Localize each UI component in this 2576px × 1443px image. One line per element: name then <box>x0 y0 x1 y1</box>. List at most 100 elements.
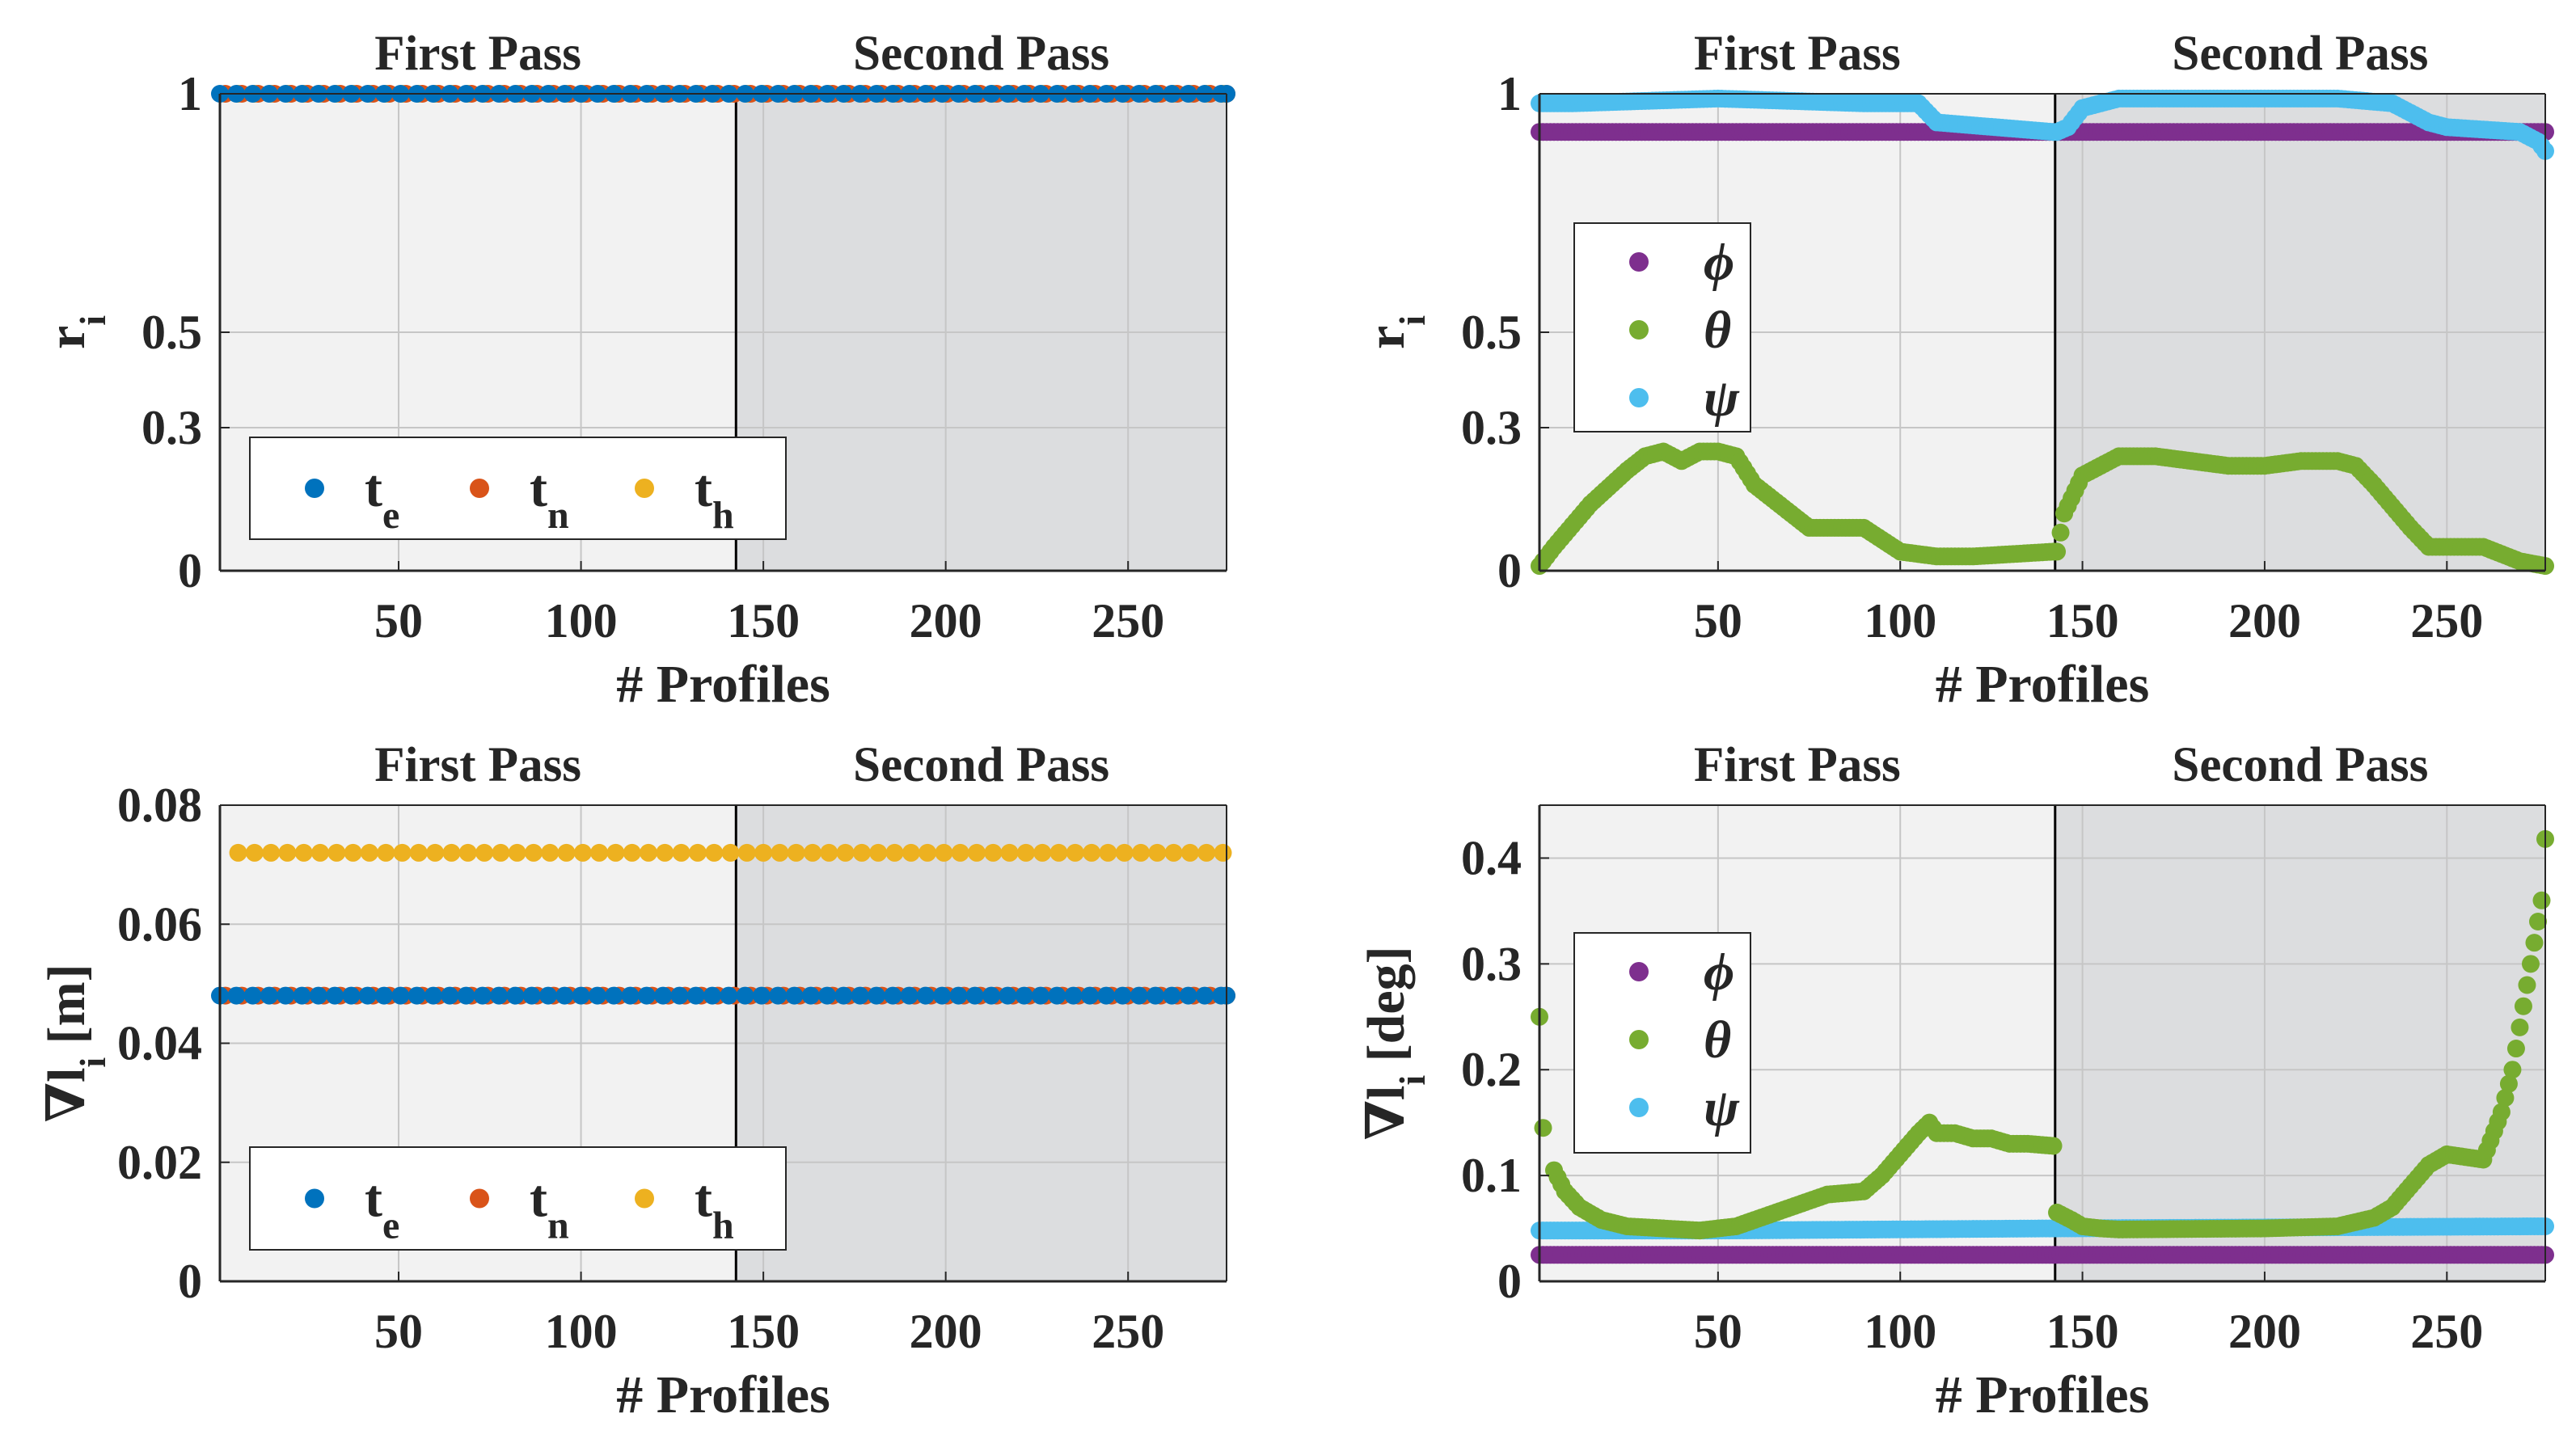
legend-label-tn: tn <box>530 459 569 537</box>
data-point <box>836 843 855 862</box>
data-point <box>522 986 541 1005</box>
data-point <box>1214 843 1232 862</box>
y-tick-label: 1 <box>178 67 202 120</box>
data-point <box>473 986 492 1005</box>
legend-label-psi: ψ <box>1704 1078 1740 1137</box>
data-point <box>670 986 689 1005</box>
legend-label-th: th <box>695 459 734 537</box>
x-tick-label: 50 <box>1694 1305 1742 1358</box>
data-point <box>2511 1018 2529 1036</box>
data-point <box>1147 986 1165 1005</box>
data-point <box>637 986 656 1005</box>
legend-marker-th <box>635 479 654 498</box>
data-point <box>769 986 788 1005</box>
data-point <box>918 843 937 862</box>
data-point <box>787 843 805 862</box>
legend-marker-theta <box>1629 320 1649 340</box>
data-point <box>885 843 904 862</box>
data-point <box>884 986 902 1005</box>
data-point <box>377 843 395 862</box>
data-point <box>1115 843 1134 862</box>
x-tick-label: 200 <box>2228 1305 2301 1358</box>
data-point <box>754 843 773 862</box>
data-point <box>506 986 525 1005</box>
data-point <box>327 843 346 862</box>
x-tick-label: 150 <box>727 1305 800 1358</box>
data-point <box>1164 843 1183 862</box>
data-point <box>721 843 740 862</box>
data-point <box>2518 976 2536 994</box>
legend-box <box>249 1146 787 1251</box>
data-point <box>1016 843 1035 862</box>
legend-label-te: te <box>365 459 399 537</box>
second-pass-background <box>2054 805 2545 1281</box>
y-axis-label: ri <box>37 315 113 349</box>
data-point <box>720 986 738 1005</box>
data-point <box>2492 1103 2511 1121</box>
second-pass-title: Second Pass <box>2172 738 2428 792</box>
x-axis-label: # Profiles <box>1936 1365 2150 1424</box>
data-point <box>524 843 543 862</box>
data-point <box>442 843 461 862</box>
legend: te tn th <box>249 1146 787 1251</box>
y-tick-label: 0 <box>1497 1255 1522 1308</box>
data-point <box>1148 843 1167 862</box>
x-tick-label: 50 <box>374 594 423 648</box>
data-point <box>2051 523 2070 542</box>
data-point <box>1015 986 1033 1005</box>
data-point <box>654 986 673 1005</box>
data-point <box>260 986 278 1005</box>
data-point <box>374 986 393 1005</box>
y-axis-label: ∇li [deg] <box>1357 946 1433 1140</box>
data-point <box>852 843 871 862</box>
data-point <box>360 843 378 862</box>
data-point <box>951 843 969 862</box>
first-pass-title: First Pass <box>374 738 581 792</box>
x-tick-label: 250 <box>1092 1305 1164 1358</box>
data-point <box>2521 955 2540 973</box>
data-point <box>703 986 721 1005</box>
y-tick-label: 0.5 <box>141 306 202 359</box>
data-point <box>441 986 459 1005</box>
data-point <box>984 843 1003 862</box>
data-point <box>1048 986 1066 1005</box>
second-pass-title: Second Pass <box>853 738 1109 792</box>
legend-label-phi: ϕ <box>1704 233 1734 292</box>
x-tick-label: 250 <box>1092 594 1164 648</box>
x-tick-label: 50 <box>1694 594 1742 648</box>
data-point <box>262 843 281 862</box>
legend-label-theta: θ <box>1704 301 1731 360</box>
data-point <box>688 843 707 862</box>
data-point <box>606 843 625 862</box>
data-point <box>785 986 804 1005</box>
data-point <box>771 843 789 862</box>
legend-marker-tn <box>470 479 489 498</box>
y-tick-label: 0 <box>178 544 202 597</box>
x-tick-label: 200 <box>910 594 982 648</box>
data-point <box>2532 891 2551 909</box>
y-axis-label: ri <box>1357 315 1433 349</box>
data-point <box>902 843 920 862</box>
data-point <box>1000 843 1019 862</box>
data-point <box>935 843 953 862</box>
legend-marker-theta <box>1629 1030 1649 1049</box>
legend-marker-tn <box>470 1188 489 1209</box>
chart-bl: First Pass Second Pass 50 100 150 200 250 0 0.02… <box>37 738 1235 1424</box>
data-point <box>409 843 428 862</box>
second-pass-title: Second Pass <box>2172 27 2428 81</box>
data-point <box>538 986 557 1005</box>
y-tick-label: 0.3 <box>1461 937 1522 990</box>
data-point <box>2499 1074 2518 1093</box>
data-point <box>572 986 590 1005</box>
data-point <box>621 986 640 1005</box>
y-axis-label: ∇li [m] <box>37 964 113 1122</box>
legend: ϕθψ <box>1573 932 1751 1154</box>
data-point <box>342 986 361 1005</box>
data-point <box>243 986 262 1005</box>
first-pass-title: First Pass <box>374 27 581 81</box>
data-point <box>1130 986 1148 1005</box>
legend-marker-phi <box>1629 252 1649 272</box>
data-point <box>358 986 377 1005</box>
x-tick-label: 200 <box>2228 594 2301 648</box>
